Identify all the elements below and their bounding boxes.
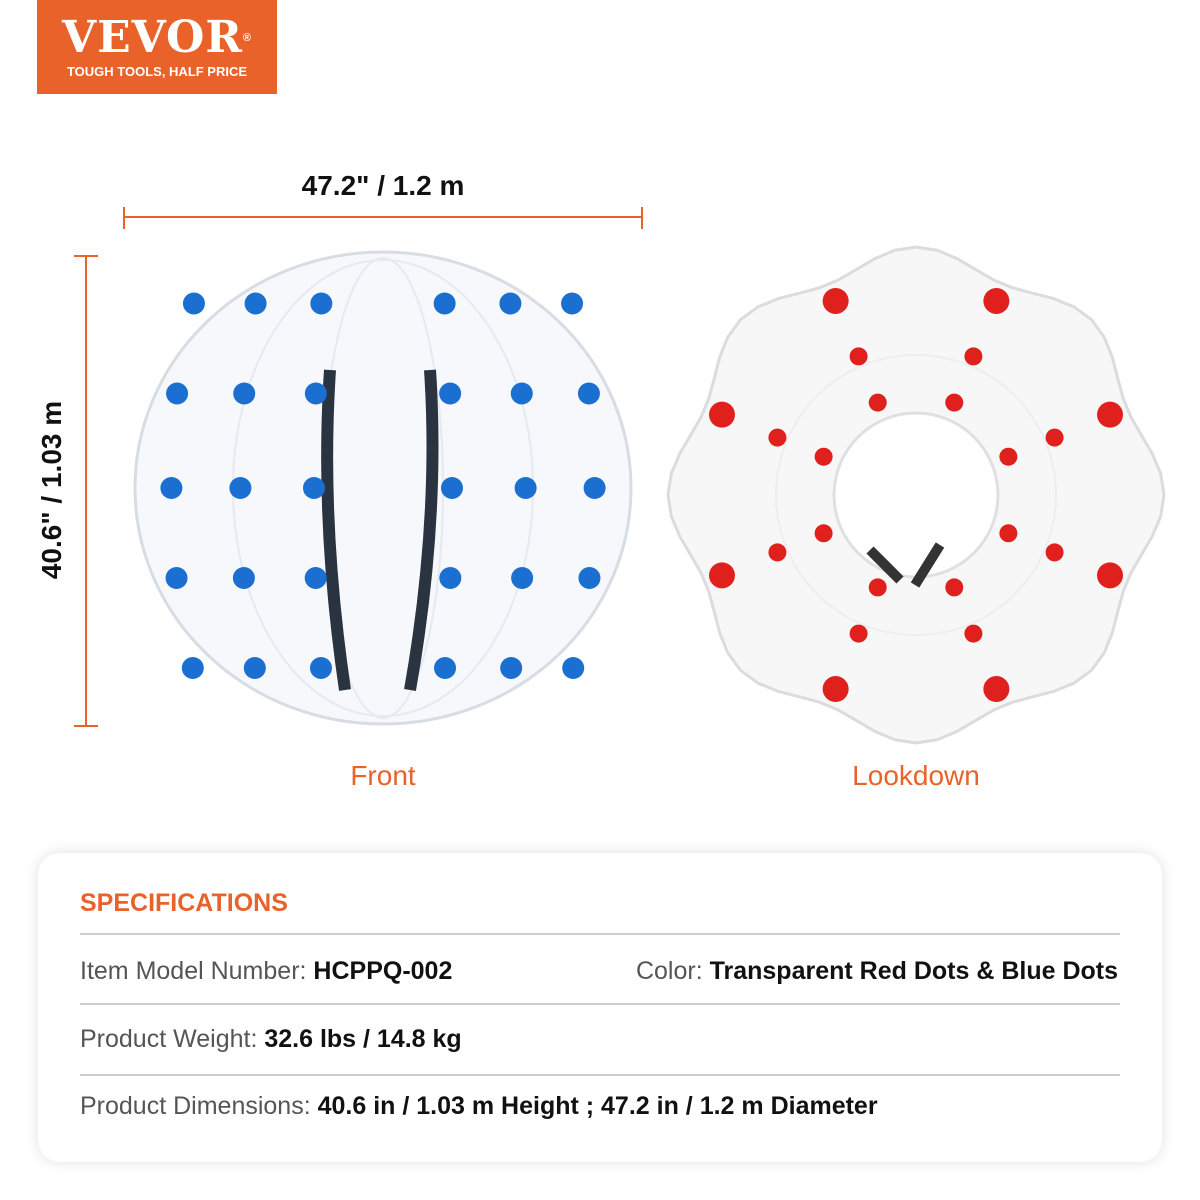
divider [80,1003,1120,1005]
specifications-title: SPECIFICATIONS [80,889,288,917]
bumper-dot [439,382,462,405]
bumper-dot [561,292,584,315]
bumper-dot [945,578,964,597]
bumper-dot [983,287,1010,314]
bumper-dot [1097,562,1124,589]
front-bubble [133,250,633,726]
lookdown-bubble [666,245,1166,745]
spec-row-weight: Product Weight: 32.6 lbs / 14.8 kg [80,1025,1118,1054]
bumper-dot [499,292,522,315]
lookdown-view-label: Lookdown [852,760,980,791]
bumper-dot [514,477,537,499]
spec-row-dimensions: Product Dimensions: 40.6 in / 1.03 m Hei… [80,1092,1118,1121]
bumper-dot [768,543,787,562]
model-label: Item Model Number: [80,957,314,985]
bumper-dot [441,477,463,499]
bumper-dot [708,562,735,589]
height-dimension-line [74,255,98,727]
bumper-dot [849,624,868,643]
bumper-dot [1045,428,1064,447]
bumper-dot [511,567,534,589]
bumper-dot [868,578,887,597]
bumper-dot [310,292,333,315]
bumper-dot [303,477,325,499]
bumper-dot [999,524,1018,543]
bumper-dot [1097,401,1124,428]
dimensions-label: Product Dimensions: [80,1092,318,1120]
bumper-dot [983,676,1010,703]
bumper-dot [160,477,183,499]
bumper-dot [166,382,189,405]
bumper-dot [229,477,252,499]
bumper-dot [304,382,327,405]
width-dimension-label: 47.2" / 1.2 m [301,170,465,201]
dimensions-value: 40.6 in / 1.03 m Height ; 47.2 in / 1.2 … [317,1092,878,1120]
divider [80,933,1120,935]
bumper-dot [233,382,256,405]
bumper-dot [849,347,868,366]
bumper-dot [182,292,205,315]
bumper-dot [708,401,735,428]
color-label: Color: [635,957,710,985]
vevor-logo: VEVOR® TOUGH TOOLS, HALF PRICE [37,0,277,94]
weight-label: Product Weight: [80,1025,265,1053]
logo-tagline: TOUGH TOOLS, HALF PRICE [66,64,248,79]
bumper-dot [964,624,983,643]
bumper-dot [434,657,457,679]
width-dimension-line [123,207,643,229]
bumper-dot [244,292,267,315]
divider [80,1074,1120,1076]
bumper-dot [578,567,601,589]
bumper-dot [433,292,456,315]
color-value: Transparent Red Dots & Blue Dots [709,957,1118,985]
bumper-dot [577,382,600,405]
bumper-dot [1045,543,1064,562]
bumper-dot [945,393,964,412]
bumper-dot [243,657,266,679]
specifications-card: SPECIFICATIONS Item Model Number: HCPPQ-… [38,853,1162,1162]
front-view-label: Front [350,760,416,791]
bumper-dot [814,447,833,466]
bumper-dot [999,447,1018,466]
bumper-dot [309,657,332,679]
registered-mark: ® [242,32,253,44]
weight-value: 32.6 lbs / 14.8 kg [264,1025,462,1053]
bumper-dot [814,524,833,543]
bumper-dot [822,287,849,314]
bumper-dot [165,567,188,589]
product-illustration [74,207,1166,745]
bumper-dot [562,657,585,679]
bumper-dot [500,657,523,679]
bumper-dot [768,428,787,447]
bumper-dot [439,567,462,589]
bumper-dot [822,676,849,703]
bumper-dot [583,477,606,499]
logo-brand: VEVOR [61,12,243,63]
bumper-dot [304,567,327,589]
spec-row-model-color: Item Model Number: HCPPQ-002 Color: Tran… [80,957,1118,986]
bumper-dot [232,567,255,589]
model-value: HCPPQ-002 [313,957,453,985]
bumper-dot [181,657,204,679]
bumper-dot [868,393,887,412]
bumper-dot [510,382,533,405]
bumper-dot [964,347,983,366]
